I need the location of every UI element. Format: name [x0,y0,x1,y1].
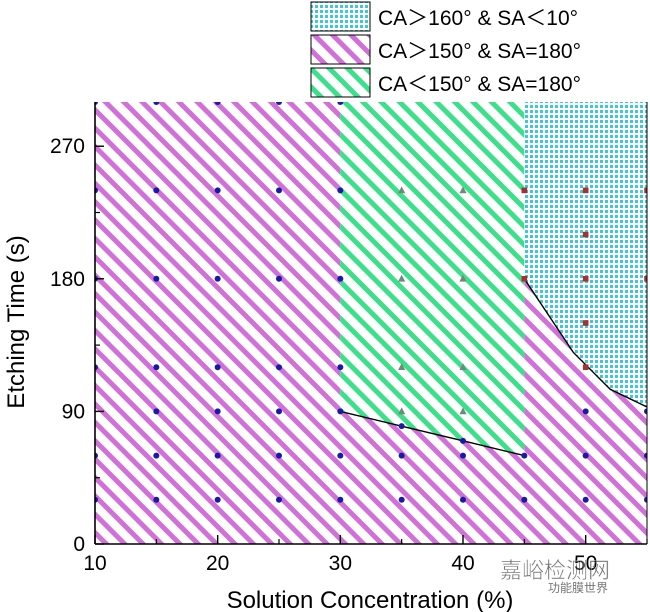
y-tick-label-90: 90 [62,400,85,423]
watermark-line2: 功能膜世界 [548,581,608,595]
point-circle-43 [582,452,589,459]
point-triangle-3 [398,186,406,194]
point-square-8 [644,187,647,194]
boundary-lines-layer [340,278,648,457]
point-square-2 [582,364,589,370]
point-circle-7 [153,452,160,459]
watermark: 嘉峪检测网 功能膜世界 [500,559,611,595]
point-circle-13 [214,496,221,503]
point-triangle-7 [459,186,467,194]
point-circle-28 [337,452,344,459]
region-0 [524,102,647,407]
point-circle-8 [153,408,160,415]
point-square-0 [521,276,528,282]
point-circle-38 [460,452,466,459]
point-circle-24 [276,275,282,282]
legend: CA＞160° & SA＜10° CA＞150° & SA=180° CA＜150°… [310,1,581,98]
point-square-1 [521,187,528,194]
point-circle-6 [153,496,160,503]
point-circle-46 [644,452,647,459]
point-circle-17 [214,275,221,282]
point-circle-39 [460,437,466,444]
point-square-7 [644,276,647,282]
boundary-line-0 [340,410,525,457]
boundary-line-1 [523,278,648,408]
x-tick-label-50: 50 [574,552,597,575]
point-circle-27 [337,496,344,503]
point-circle-15 [214,408,221,415]
point-circle-44 [582,408,589,415]
point-square-4 [582,276,589,282]
watermark-line1: 嘉峪检测网 [500,559,610,584]
point-circle-26 [276,102,282,105]
legend-swatch-1 [310,34,371,65]
y-axis-title: Etching Time (s) [3,235,30,408]
region-1 [95,102,647,544]
legend-label-2: CA＜150° & SA=180° [378,73,581,96]
point-circle-22 [276,408,282,415]
points-layer [95,102,647,503]
point-circle-36 [398,423,405,430]
point-circle-34 [398,496,405,503]
y-tick-label-180: 180 [50,268,85,291]
x-tick-label-10: 10 [83,552,106,575]
axes-layer: 10 20 30 40 50 0 90 180 270 [50,102,648,575]
point-circle-10 [153,275,160,282]
point-circle-25 [276,187,282,194]
y-tick-label-0: 0 [73,533,85,556]
point-circle-30 [337,364,344,371]
point-circle-19 [214,102,221,105]
x-tick-label-20: 20 [206,552,229,575]
point-circle-47 [644,408,647,415]
point-circle-29 [337,408,344,415]
point-circle-23 [276,364,282,371]
y-tick-label-270: 270 [50,135,85,158]
point-circle-40 [521,496,528,503]
point-triangle-6 [459,274,467,282]
point-square-3 [582,320,589,326]
point-circle-21 [276,452,282,459]
point-circle-33 [337,102,344,105]
point-circle-20 [276,496,282,503]
point-circle-18 [214,187,221,194]
regions-layer [95,102,647,544]
point-circle-9 [153,364,160,371]
point-triangle-1 [398,363,406,370]
point-triangle-0 [398,407,406,415]
point-circle-11 [153,187,160,194]
point-triangle-2 [398,274,406,282]
point-circle-16 [214,364,221,371]
point-square-6 [582,187,589,194]
point-circle-32 [337,187,344,194]
point-triangle-4 [459,407,467,415]
legend-label-1: CA＞150° & SA=180° [378,40,581,63]
point-circle-12 [153,102,160,105]
point-circle-31 [337,275,344,282]
legend-swatch-0 [310,1,371,32]
point-triangle-5 [459,363,467,370]
point-circle-45 [644,496,647,503]
x-tick-label-30: 30 [329,552,352,575]
legend-swatch-2 [310,67,371,98]
point-circle-35 [398,452,405,459]
region-2 [340,102,525,456]
legend-label-0: CA＞160° & SA＜10° [378,7,578,30]
point-circle-37 [460,496,466,503]
x-axis-title: Solution Concentration (%) [227,587,514,612]
x-tick-label-40: 40 [451,552,474,575]
point-circle-14 [214,452,221,459]
point-circle-41 [521,452,528,459]
point-square-5 [582,231,589,238]
point-circle-42 [582,496,589,503]
